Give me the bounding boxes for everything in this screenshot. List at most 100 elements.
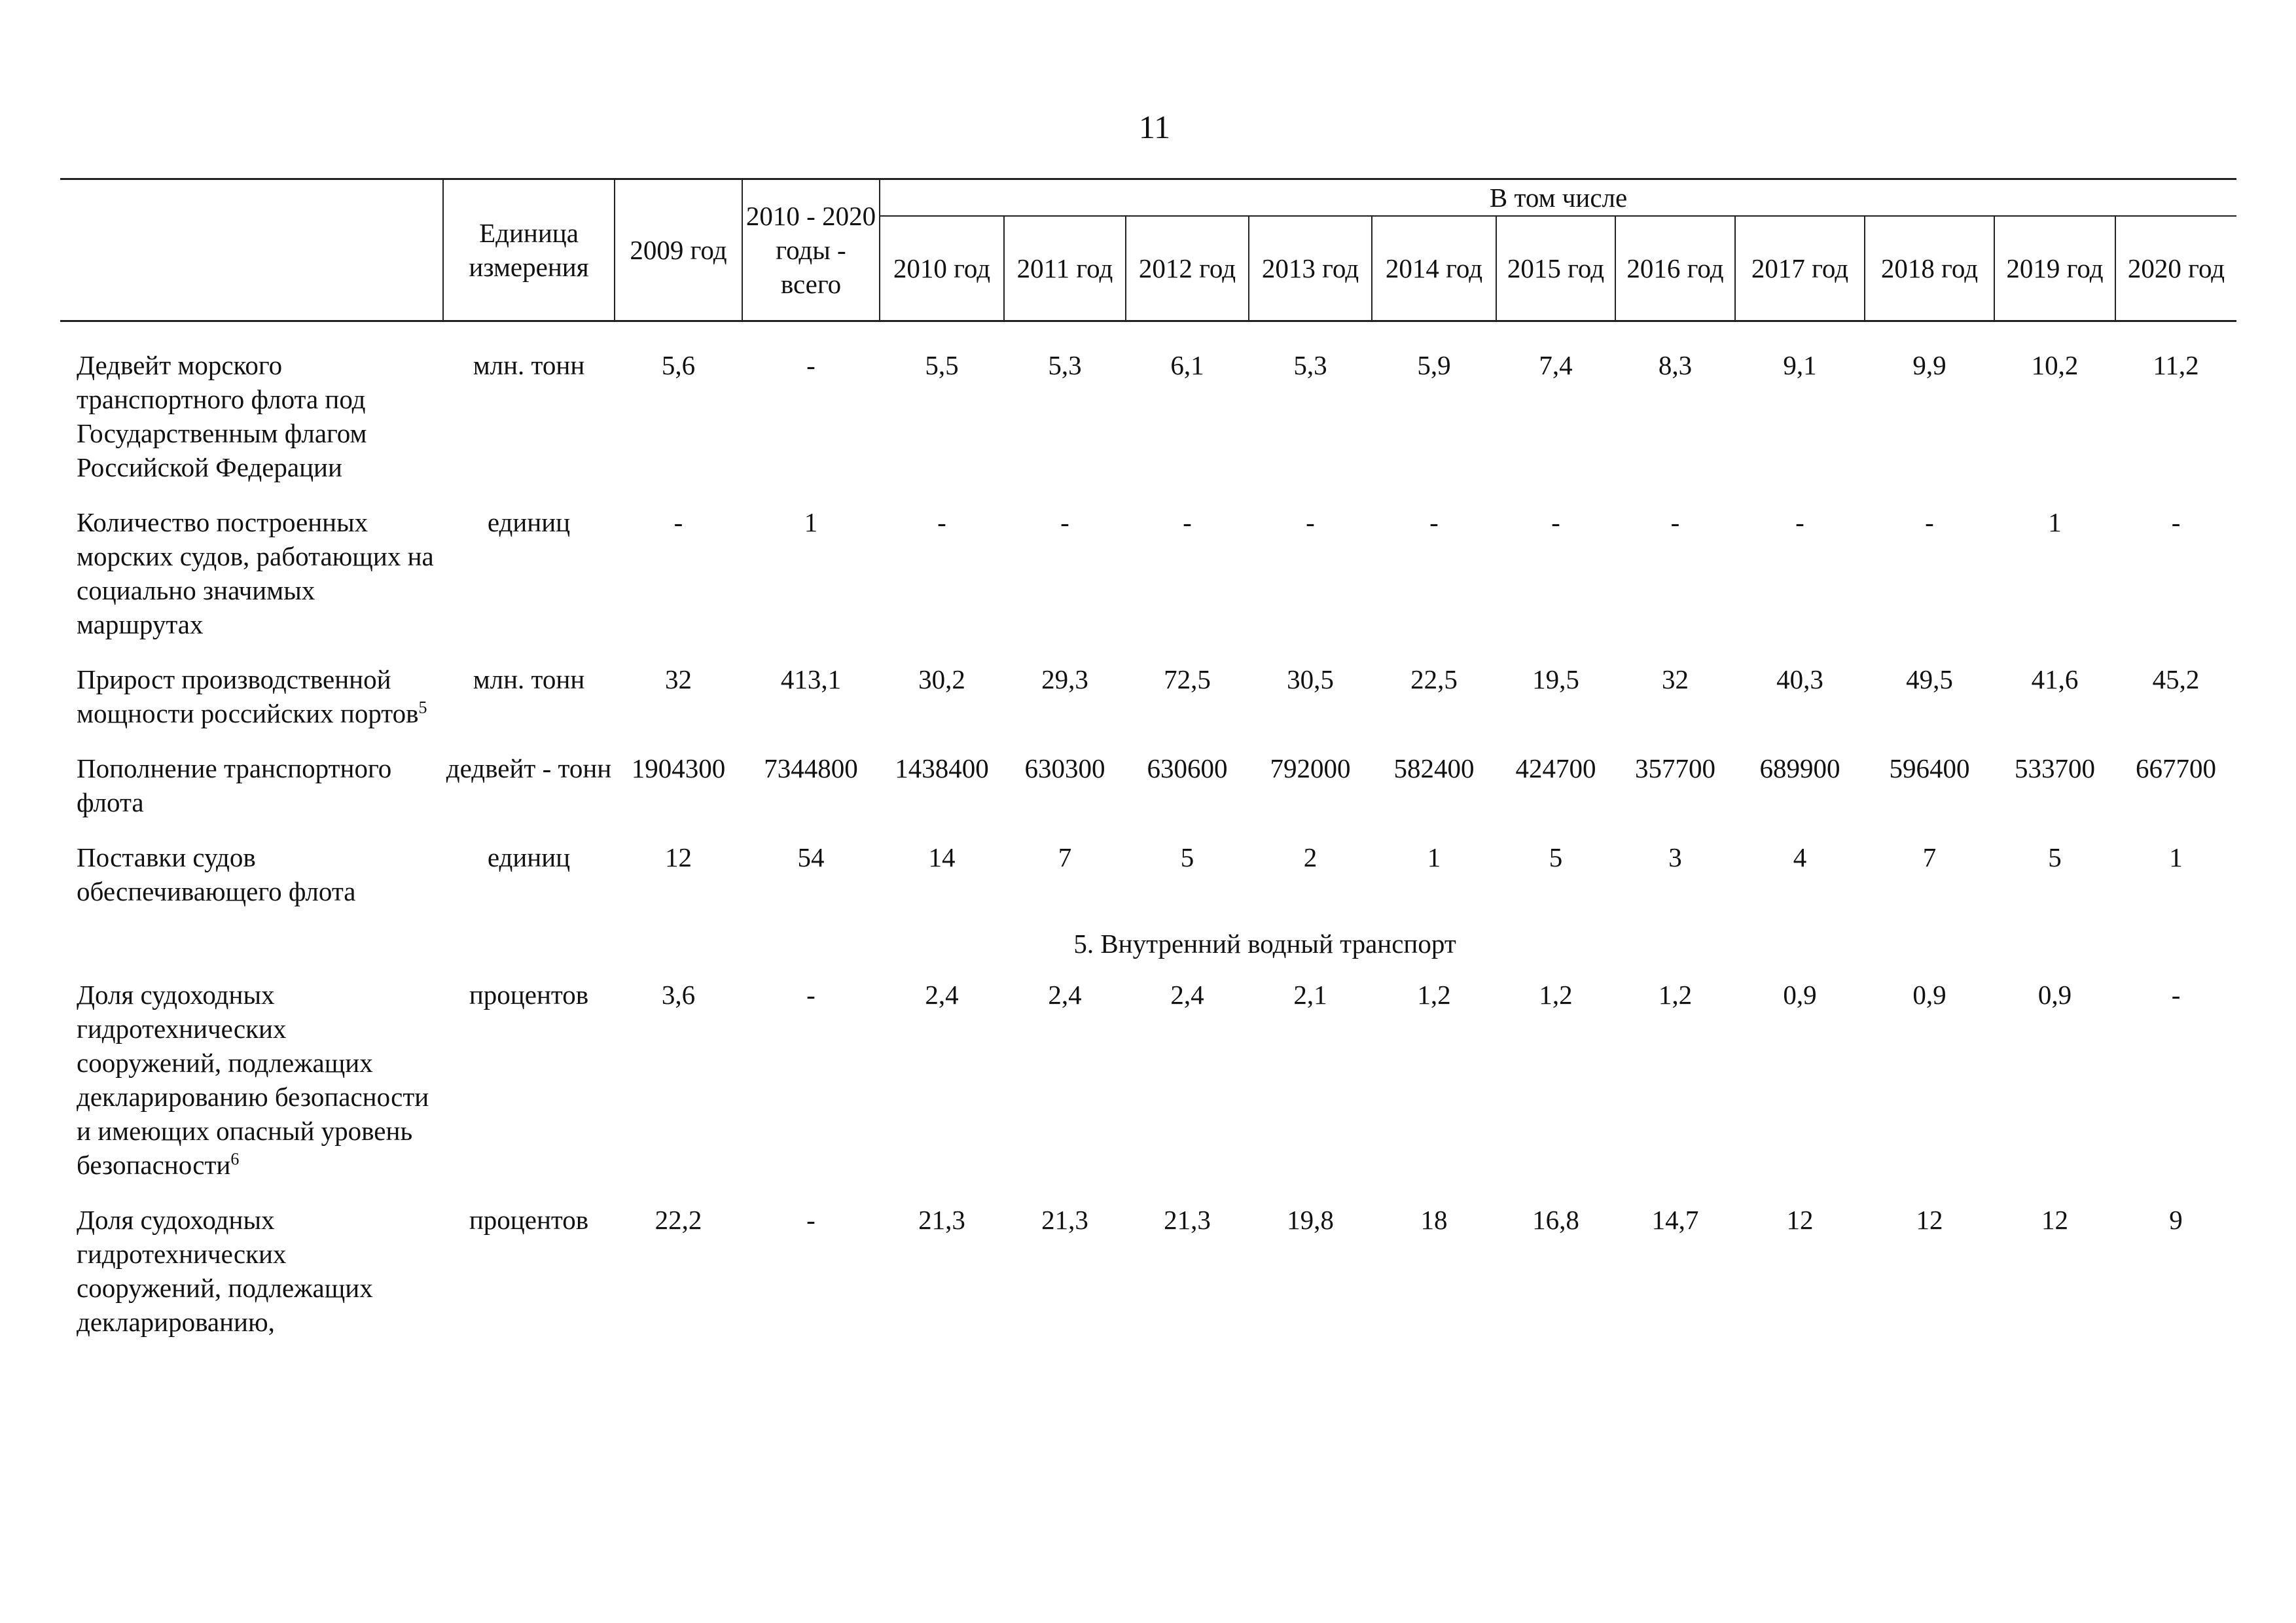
value-cell: 596400 (1889, 753, 1970, 783)
value-cell: 12 (2041, 1205, 2068, 1235)
header-total-2010-2020: 2010 - 2020 годы - всего (742, 178, 880, 322)
value-cell: 12 (1786, 1205, 1814, 1235)
value-cell: 792000 (1270, 753, 1351, 783)
row-unit: единиц (487, 507, 571, 537)
row-unit: млн. тонн (473, 350, 585, 380)
value-cell: 45,2 (2152, 664, 2200, 694)
value-cell: 413,1 (780, 664, 842, 694)
value-cell: - (1551, 507, 1560, 537)
value-cell: 41,6 (2031, 664, 2079, 694)
value-cell: - (937, 507, 946, 537)
header-year: 2010 год (879, 216, 1004, 322)
page-number: 11 (1138, 109, 1171, 145)
footnote-marker: 5 (418, 698, 427, 717)
value-cell: 1 (1427, 842, 1441, 872)
value-cell: - (1060, 507, 1069, 537)
value-cell: 0,9 (1912, 980, 1946, 1010)
footnote-marker: 6 (230, 1149, 240, 1169)
value-cell: 10,2 (2031, 350, 2079, 380)
value-cell: 30,5 (1287, 664, 1334, 694)
value-cell: 1438400 (895, 753, 989, 783)
value-cell: 7344800 (764, 753, 858, 783)
header-year: 2013 год (1248, 216, 1372, 322)
value-cell: 1 (2048, 507, 2062, 537)
row-label-cell: Доля судоходных гидротехнических сооруже… (60, 974, 443, 1199)
section-title: 5. Внутренний водный транспорт (1073, 929, 1456, 959)
value-cell: 533700 (2015, 753, 2095, 783)
value-cell: 630600 (1147, 753, 1228, 783)
value-cell: - (806, 350, 816, 380)
value-cell: 1904300 (631, 753, 726, 783)
value-cell: 19,8 (1287, 1205, 1334, 1235)
row-label: Доля судоходных гидротехнических сооруже… (77, 1205, 373, 1337)
row-label: Пополнение транспортного флота (77, 753, 392, 817)
header-indicator-cell (60, 178, 443, 322)
value-cell: 8,3 (1658, 350, 1693, 380)
row-label-cell: Пополнение транспортного флота (60, 747, 443, 836)
value-cell: 7 (1058, 842, 1072, 872)
value-cell: 72,5 (1164, 664, 1211, 694)
header-row: Единица измерения 2009 год 2010 - 2020 г… (60, 178, 2237, 322)
table-row: Дедвейт морского транспортного флота под… (60, 321, 2236, 502)
row-unit: процентов (469, 1205, 589, 1235)
header-year: 2017 год (1734, 216, 1865, 322)
value-cell: 16,8 (1532, 1205, 1579, 1235)
value-cell: 12 (1916, 1205, 1943, 1235)
row-unit: млн. тонн (473, 664, 585, 694)
value-cell: - (806, 1205, 816, 1235)
row-unit: единиц (487, 842, 571, 872)
value-cell: 5,9 (1417, 350, 1451, 380)
value-cell: 21,3 (1041, 1205, 1088, 1235)
header-year: 2016 год (1615, 216, 1735, 322)
value-cell: 21,3 (918, 1205, 965, 1235)
value-cell: 5 (1180, 842, 1194, 872)
value-cell: 29,3 (1041, 664, 1088, 694)
value-cell: 22,5 (1410, 664, 1458, 694)
value-cell: 2,4 (925, 980, 959, 1010)
value-cell: - (1670, 507, 1680, 537)
value-cell: 40,3 (1776, 664, 1823, 694)
value-cell: 1 (2169, 842, 2183, 872)
value-cell: 32 (1662, 664, 1689, 694)
value-cell: - (1306, 507, 1315, 537)
table-row: Доля судоходных гидротехнических сооруже… (60, 1199, 2236, 1356)
value-cell: - (806, 980, 816, 1010)
value-cell: 0,9 (2037, 980, 2072, 1010)
value-cell: 14,7 (1651, 1205, 1699, 1235)
value-cell: 2,4 (1170, 980, 1204, 1010)
value-cell: 7 (1922, 842, 1937, 872)
table-row: Поставки судов обеспечивающего флота един… (60, 836, 2236, 925)
value-cell: 5,5 (925, 350, 959, 380)
value-cell: 667700 (2136, 753, 2217, 783)
header-including: В том числе (878, 178, 2237, 217)
row-label-cell: Доля судоходных гидротехнических сооруже… (60, 1199, 443, 1356)
value-cell: 9,1 (1783, 350, 1817, 380)
value-cell: 18 (1420, 1205, 1448, 1235)
row-label-cell: Прирост производственной мощности россий… (60, 658, 443, 747)
value-cell: 14 (928, 842, 956, 872)
value-cell: 7,4 (1539, 350, 1573, 380)
value-cell: 9 (2169, 1205, 2183, 1235)
value-cell: 5,3 (1048, 350, 1082, 380)
value-cell: 6,1 (1170, 350, 1204, 380)
table-row: Пополнение транспортного флота дедвейт - … (60, 747, 2236, 836)
row-label: Доля судоходных гидротехнических сооруже… (77, 980, 429, 1180)
value-cell: - (1429, 507, 1439, 537)
value-cell: 54 (797, 842, 825, 872)
value-cell: 49,5 (1906, 664, 1953, 694)
value-cell: 1,2 (1539, 980, 1573, 1010)
table-row: Количество построенных морских судов, ра… (60, 501, 2236, 658)
value-cell: 3,6 (661, 980, 696, 1010)
header-year: 2019 год (1994, 216, 2115, 322)
value-cell: 1,2 (1658, 980, 1693, 1010)
value-cell: 424700 (1515, 753, 1596, 783)
value-cell: 12 (665, 842, 692, 872)
value-cell: - (2171, 980, 2181, 1010)
row-unit: дедвейт - тонн (446, 753, 612, 783)
header-year: 2011 год (1003, 216, 1126, 322)
section-row: 5. Внутренний водный транспорт (60, 925, 2236, 974)
value-cell: 5 (2048, 842, 2062, 872)
value-cell: 357700 (1635, 753, 1715, 783)
table-row: Доля судоходных гидротехнических сооруже… (60, 974, 2236, 1199)
value-cell: 2 (1303, 842, 1318, 872)
